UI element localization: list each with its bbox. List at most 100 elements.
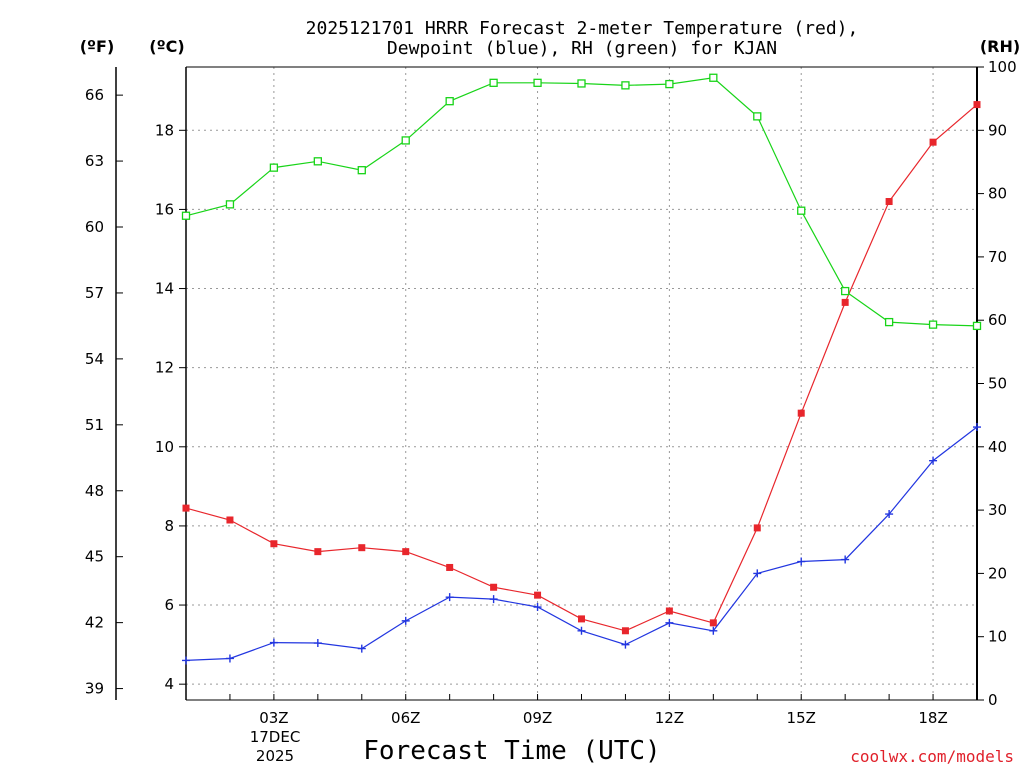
date-label-day: 17DEC — [250, 728, 301, 746]
rh-tick-label: 90 — [988, 121, 1007, 139]
dewpoint-point — [401, 616, 410, 625]
temperature-point — [753, 524, 761, 532]
data-series — [181, 73, 982, 665]
rh-point — [445, 97, 454, 106]
time-tick-label: 15Z — [787, 709, 816, 727]
rh-point — [577, 79, 586, 88]
fahrenheit-tick-label: 63 — [85, 152, 104, 170]
celsius-tick-label: 14 — [155, 280, 174, 298]
rh-point — [841, 286, 850, 296]
fahrenheit-tick-label: 48 — [85, 482, 104, 500]
fahrenheit-tick-label: 42 — [85, 614, 104, 632]
source-credit: coolwx.com/models — [850, 747, 1014, 766]
time-tick-label: 09Z — [523, 709, 552, 727]
temperature-point — [314, 548, 322, 556]
temperature-point — [621, 627, 629, 635]
dewpoint-point — [753, 569, 762, 578]
chart-title-line1: 2025121701 HRRR Forecast 2-meter Tempera… — [306, 18, 859, 39]
rh-tick-label: 100 — [988, 58, 1017, 76]
dewpoint-point — [489, 595, 498, 604]
temperature-point — [929, 138, 937, 146]
rh-point — [269, 163, 279, 172]
fahrenheit-tick-label: 60 — [85, 218, 104, 236]
fahrenheit-tick-label: 51 — [85, 416, 104, 434]
temperature-point — [534, 591, 542, 599]
axes — [115, 66, 984, 701]
dewpoint-point — [225, 654, 234, 663]
dewpoint-point — [269, 638, 278, 647]
rh-point — [489, 78, 498, 87]
time-tick-label: 03Z — [259, 709, 288, 727]
rh-tick-label: 0 — [988, 691, 998, 709]
time-tick-label: 18Z — [918, 709, 947, 727]
x-axis-title: Forecast Time (UTC) — [363, 736, 660, 766]
dewpoint-point — [797, 557, 806, 566]
rh-tick-label: 70 — [988, 248, 1007, 266]
temperature-point — [490, 583, 498, 591]
celsius-unit-label: (ºC) — [149, 37, 184, 56]
temperature-point — [446, 563, 454, 571]
dewpoint-point — [182, 656, 190, 665]
celsius-tick-label: 8 — [164, 517, 174, 535]
celsius-tick-label: 16 — [155, 200, 174, 218]
dewpoint-point — [929, 456, 938, 465]
celsius-tick-label: 12 — [155, 359, 174, 377]
fahrenheit-tick-label: 57 — [85, 284, 104, 302]
time-tick-label: 12Z — [655, 709, 684, 727]
rh-tick-label: 20 — [988, 564, 1007, 582]
celsius-tick-label: 10 — [155, 438, 174, 456]
dewpoint-point — [709, 626, 718, 635]
rh-point — [313, 157, 322, 166]
dewpoint-point — [577, 626, 586, 635]
dewpoint-point — [665, 618, 674, 627]
temperature-point — [709, 619, 717, 627]
rh-unit-label: (RH) — [980, 37, 1020, 56]
rh-point — [972, 321, 982, 331]
fahrenheit-tick-label: 54 — [85, 350, 104, 368]
rh-point — [533, 78, 542, 87]
temperature-point — [182, 504, 190, 512]
temperature-point — [973, 101, 981, 109]
rh-point — [928, 320, 938, 329]
rh-point — [665, 79, 674, 89]
rh-point — [357, 166, 366, 175]
temperature-point — [885, 198, 893, 206]
dewpoint-point — [885, 510, 894, 519]
fahrenheit-tick-label: 66 — [85, 86, 104, 104]
rh-point — [401, 136, 410, 145]
celsius-tick-label: 18 — [155, 121, 174, 139]
dewpoint-point — [445, 593, 454, 602]
rh-point — [225, 200, 235, 209]
dewpoint-point — [313, 639, 322, 648]
rh-tick-label: 40 — [988, 438, 1007, 456]
rh-tick-label: 80 — [988, 185, 1007, 203]
tick-labels: 4 6 8 10 12 14 16 18 39 42 45 48 51 54 57 60 63 66 0 10 20 30… — [85, 58, 1017, 727]
rh-point — [181, 211, 191, 220]
temperature-point — [665, 607, 673, 615]
rh-tick-label: 60 — [988, 311, 1007, 329]
temperature-point — [578, 615, 585, 623]
temperature-point — [358, 544, 366, 552]
temperature-point — [841, 298, 849, 306]
temperature-point — [270, 540, 278, 548]
dewpoint-point — [357, 644, 366, 653]
rh-point — [621, 81, 630, 90]
dewpoint-series-line — [185, 426, 978, 661]
fahrenheit-tick-label: 45 — [85, 548, 104, 566]
chart-title-line2: Dewpoint (blue), RH (green) for KJAN — [387, 38, 777, 59]
grid-lines — [186, 67, 977, 700]
rh-point — [753, 112, 762, 121]
rh-tick-label: 30 — [988, 501, 1007, 519]
rh-point — [797, 206, 806, 215]
rh-point — [709, 73, 718, 82]
fahrenheit-unit-label: (ºF) — [80, 37, 115, 56]
rh-tick-label: 50 — [988, 375, 1007, 393]
temperature-point — [797, 409, 805, 417]
date-label-year: 2025 — [256, 747, 294, 765]
dewpoint-point — [533, 603, 542, 612]
dewpoint-point — [621, 640, 630, 649]
dewpoint-point — [841, 555, 850, 564]
celsius-tick-label: 6 — [164, 596, 174, 614]
celsius-tick-label: 4 — [164, 675, 174, 693]
